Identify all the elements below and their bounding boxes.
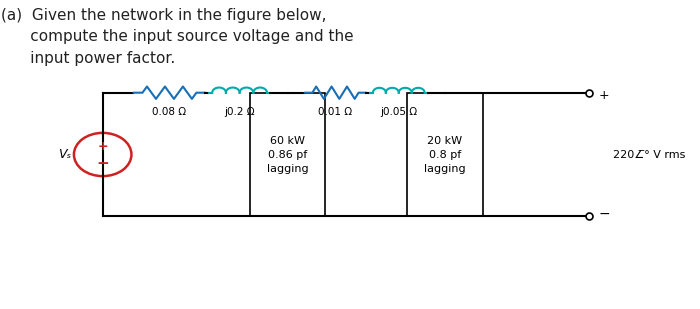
FancyBboxPatch shape — [407, 93, 482, 216]
Text: +: + — [97, 140, 108, 154]
Text: −: − — [599, 207, 610, 221]
FancyBboxPatch shape — [250, 93, 326, 216]
Text: −: − — [97, 156, 109, 171]
Text: 0.08 Ω: 0.08 Ω — [153, 107, 186, 117]
Text: j0.05 Ω: j0.05 Ω — [380, 107, 417, 117]
Text: Vₛ: Vₛ — [59, 148, 71, 161]
Text: +: + — [599, 89, 610, 102]
Text: 60 kW
0.86 pf
lagging: 60 kW 0.86 pf lagging — [267, 136, 308, 173]
Text: 220∠̅° V rms: 220∠̅° V rms — [612, 150, 685, 159]
Text: j0.2 Ω: j0.2 Ω — [224, 107, 255, 117]
Text: (a)  Given the network in the figure below,
      compute the input source volta: (a) Given the network in the figure belo… — [1, 8, 354, 66]
Text: 20 kW
0.8 pf
lagging: 20 kW 0.8 pf lagging — [424, 136, 466, 173]
Text: 0.01 Ω: 0.01 Ω — [318, 107, 353, 117]
